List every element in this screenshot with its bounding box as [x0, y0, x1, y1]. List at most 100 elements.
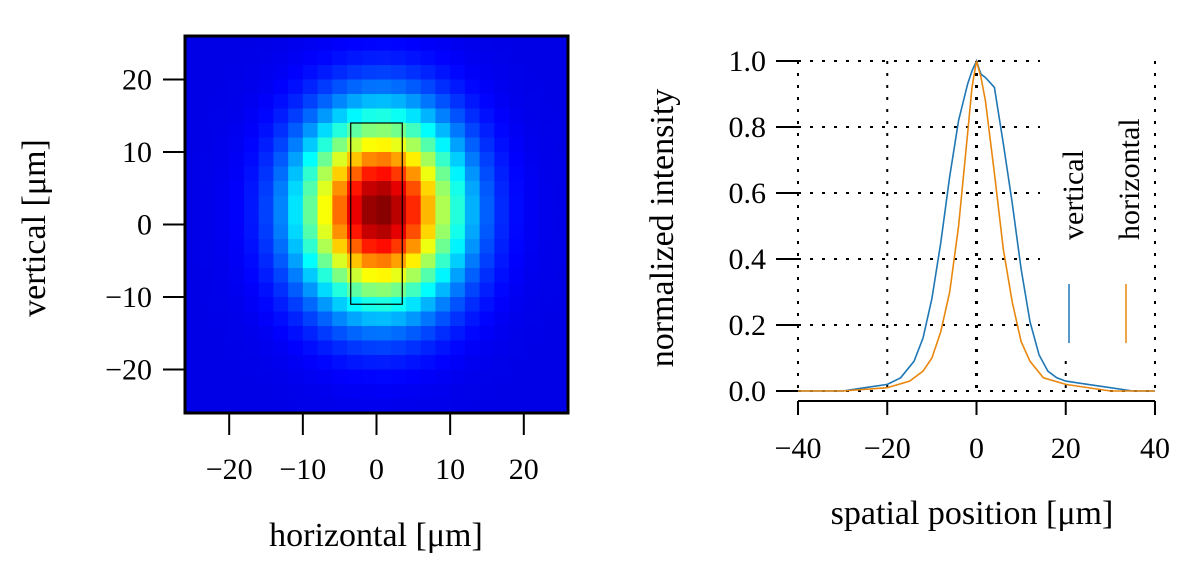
heatmap-cell [317, 253, 333, 269]
heatmap-cell [435, 195, 451, 211]
heatmap-cell [229, 181, 245, 197]
heatmap-cell [450, 50, 466, 66]
heatmap-cell [347, 384, 363, 400]
heatmap-cell [288, 239, 304, 255]
heatmap-cell [523, 239, 540, 255]
heatmap-cell [258, 282, 274, 298]
heatmap-cell [347, 79, 363, 95]
heatmap-cell [361, 326, 378, 342]
heatmap-cell [229, 297, 245, 313]
heatmap-cell [435, 181, 451, 197]
heatmap-cell [288, 398, 304, 414]
heatmap-cell [420, 65, 437, 81]
heatmap-cell [479, 384, 495, 400]
heatmap-cell [523, 65, 540, 81]
heatmap-cell [199, 282, 216, 298]
heatmap-cell [538, 36, 554, 52]
heatmap-cell [317, 384, 333, 400]
heatmap-cell [553, 369, 569, 385]
heatmap-cell [391, 224, 407, 240]
heatmap-cell [214, 369, 230, 385]
heatmap-cell [450, 282, 466, 298]
heatmap-cell [199, 181, 216, 197]
heatmap-cell [185, 384, 201, 400]
heatmap-cell [405, 137, 422, 153]
x-tick-label: 40 [1140, 432, 1170, 465]
heatmap-cell [347, 210, 363, 226]
heatmap-cell [317, 369, 333, 385]
heatmap-cell [479, 181, 495, 197]
heatmap-cell [361, 108, 378, 124]
heatmap-cell [302, 123, 319, 139]
heatmap-cell [347, 326, 363, 342]
heatmap-cell [214, 195, 230, 211]
heatmap-cell [214, 282, 230, 298]
heatmap-cell [494, 297, 510, 313]
heatmap-cell [185, 224, 201, 240]
heatmap-cell [494, 355, 510, 371]
heatmap-cell [332, 195, 348, 211]
heatmap-cell [435, 268, 451, 284]
heatmap-cell [258, 181, 274, 197]
heatmap-cell [391, 108, 407, 124]
heatmap-cell [185, 282, 201, 298]
heatmap-cell [185, 355, 201, 371]
heatmap-cell [347, 369, 363, 385]
heatmap-cell [229, 239, 245, 255]
heatmap-cell [450, 152, 466, 168]
heatmap-cell [553, 181, 569, 197]
heatmap-cell [317, 224, 333, 240]
heatmap-cell [538, 108, 554, 124]
heatmap-cell [538, 398, 554, 414]
heatmap-cell [450, 36, 466, 52]
heatmap-cell [361, 340, 378, 356]
heatmap-cell [538, 195, 554, 211]
heatmap-cell [523, 36, 540, 52]
line-chart-y-axis-title: normalized intensity [644, 89, 681, 368]
heatmap-cell [450, 326, 466, 342]
heatmap-cell [302, 65, 319, 81]
heatmap-cell [288, 166, 304, 182]
heatmap-cell [302, 137, 319, 153]
heatmap-cell [199, 340, 216, 356]
heatmap-cell [405, 79, 422, 95]
heatmap-cell [479, 239, 495, 255]
heatmap-cell [376, 210, 392, 226]
heatmap-cell [361, 137, 378, 153]
heatmap-cell [317, 326, 333, 342]
heatmap-cell [464, 355, 481, 371]
heatmap-cell [391, 137, 407, 153]
heatmap-cell [553, 79, 569, 95]
heatmap-cell [229, 369, 245, 385]
heatmap-cell [243, 340, 260, 356]
heatmap-cell [185, 181, 201, 197]
heatmap-cell [199, 239, 216, 255]
heatmap-cell [509, 282, 525, 298]
series-line-horizontal [798, 60, 1155, 392]
heatmap-cell [214, 253, 230, 269]
heatmap-cell [420, 311, 437, 327]
heatmap-cell [523, 398, 540, 414]
heatmap-cell [538, 123, 554, 139]
heatmap-cell [288, 137, 304, 153]
heatmap-cell [405, 152, 422, 168]
heatmap-cell [185, 326, 201, 342]
heatmap-cell [229, 166, 245, 182]
heatmap-y-axis-title: vertical [μm] [16, 139, 53, 317]
heatmap-cell [302, 340, 319, 356]
heatmap-cell [258, 384, 274, 400]
heatmap-cell [317, 79, 333, 95]
heatmap-cell [479, 282, 495, 298]
heatmap-cell [435, 137, 451, 153]
heatmap-cell [405, 166, 422, 182]
heatmap-cell [450, 297, 466, 313]
heatmap-cell [509, 50, 525, 66]
y-tick-label: 0.0 [729, 375, 767, 408]
heatmap-cell [494, 311, 510, 327]
heatmap-cell [229, 123, 245, 139]
heatmap-cell [199, 137, 216, 153]
heatmap-cell [361, 94, 378, 110]
heatmap-x-ticks: −20 −10 0 10 20 [206, 413, 539, 486]
heatmap-cell [494, 166, 510, 182]
heatmap-cell [243, 253, 260, 269]
